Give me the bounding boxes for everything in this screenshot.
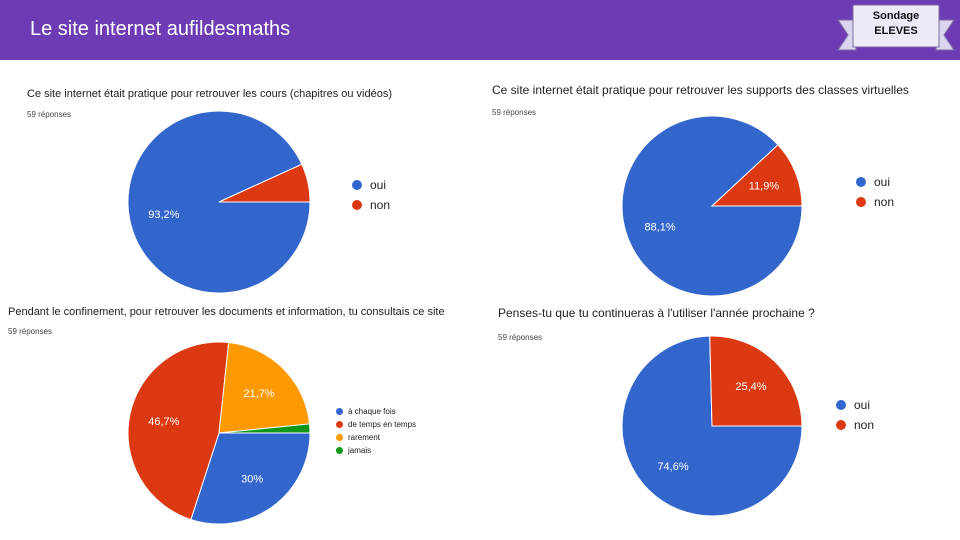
legend-swatch [336,447,343,454]
legend-label: jamais [348,446,372,455]
pie-slice-rarement [218,341,311,434]
pie-slice-oui [621,335,803,517]
slice-data-label: 11,9% [749,181,780,193]
legend-swatch [836,400,846,410]
legend-label: oui [370,178,387,192]
banner-ribbon-icon [837,4,955,51]
slice-data-label: 30% [241,474,263,486]
pie-slice-oui [621,115,803,297]
pie-slice-oui [127,110,311,294]
response-count: 59 réponses [27,110,72,119]
slice-data-label: 25,4% [735,381,766,393]
response-count: 59 réponses [8,327,53,336]
legend-item: de temps en temps [336,418,416,431]
legend-item: à chaque fois [336,405,416,418]
legend-label: de temps en temps [348,420,417,429]
response-count: 59 réponses [492,108,537,117]
pie-slice-non [710,144,803,207]
chart-legend: oui non [352,175,390,215]
legend-item: oui [856,172,894,192]
legend-label: oui [874,175,891,189]
pie-slice-à-chaque-fois [190,432,311,525]
legend-label: oui [854,398,871,412]
chart-title: Pendant le confinement, pour retrouver l… [8,306,445,318]
slice-data-label: 93,2% [148,209,179,221]
chart-title: Ce site internet était pratique pour ret… [492,83,909,97]
legend-label: non [370,198,391,212]
legend-item: non [856,192,894,212]
legend-item: jamais [336,444,416,457]
legend-label: rarement [348,433,381,442]
slice-data-label: 21,7% [243,388,274,400]
response-count: 59 réponses [498,333,543,342]
chart-legend: oui non [856,172,894,212]
legend-item: oui [352,175,390,195]
legend-item: oui [836,395,874,415]
slice-data-label: 46,7% [148,416,179,428]
chart-legend: à chaque fois de temps en temps rarement ja… [336,405,416,457]
legend-swatch [336,421,343,428]
legend-swatch [352,180,362,190]
chart-legend: oui non [836,395,874,435]
pie-slice-non [218,163,311,203]
slice-data-label: 74,6% [657,461,688,473]
legend-swatch [352,200,362,210]
legend-label: non [854,418,875,432]
banner-label: Sondage ELEVES [855,5,937,43]
slice-data-label: 88,1% [644,221,675,233]
legend-item: non [836,415,874,435]
pie-slice-de-temps-en-temps [127,341,230,521]
banner-line-1: Sondage [872,10,920,22]
legend-swatch [836,420,846,430]
pie-slice-non [709,335,803,427]
legend-item: non [352,195,390,215]
chart-title: Penses-tu que tu continueras à l'utilise… [498,306,815,320]
legend-label: à chaque fois [348,407,396,416]
pie-slice-jamais [218,423,311,434]
chart-title: Ce site internet était pratique pour ret… [27,88,393,100]
legend-swatch [856,197,866,207]
legend-item: rarement [336,431,416,444]
legend-label: non [874,195,895,209]
header-bar: Le site internet aufildesmaths [0,0,960,60]
legend-swatch [336,434,343,441]
legend-swatch [336,408,343,415]
legend-swatch [856,177,866,187]
page-title: Le site internet aufildesmaths [30,18,291,40]
banner-line-2: ELEVES [874,25,918,37]
